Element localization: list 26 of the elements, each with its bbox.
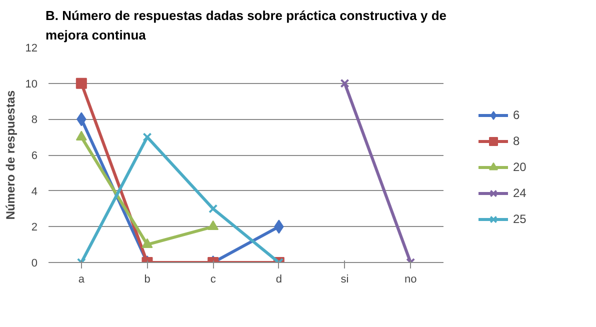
point [142,238,153,248]
x-tick-label: d [276,274,282,286]
point [340,78,350,88]
x-tick-label: si [340,274,349,286]
y-tick-label: 0 [31,258,38,270]
y-tick-label: 2 [31,222,38,234]
y-axis-title: Número de respuestas [3,90,18,220]
y-tick-label: 12 [25,42,38,54]
point [142,132,152,142]
legend-label: 24 [513,186,528,200]
legend-label: 8 [513,134,521,148]
x-tick-label: b [144,274,150,286]
legend-label: 6 [513,108,521,122]
legend-label: 25 [513,212,528,226]
y-tick-label: 4 [31,186,38,198]
legend-label: 20 [513,160,528,174]
point [76,130,87,140]
chart-title: B. Número de respuestas dadas sobre práctica constructiva y de mejora continua [46,8,446,42]
x-tick-label: a [78,274,86,286]
x-tick-label: c [210,274,216,286]
point [208,220,219,230]
point [76,78,87,89]
y-tick-label: 10 [25,78,38,90]
y-tick-label: 6 [31,150,38,162]
y-tick-label: 8 [31,114,38,126]
x-tick-label: no [404,274,417,286]
